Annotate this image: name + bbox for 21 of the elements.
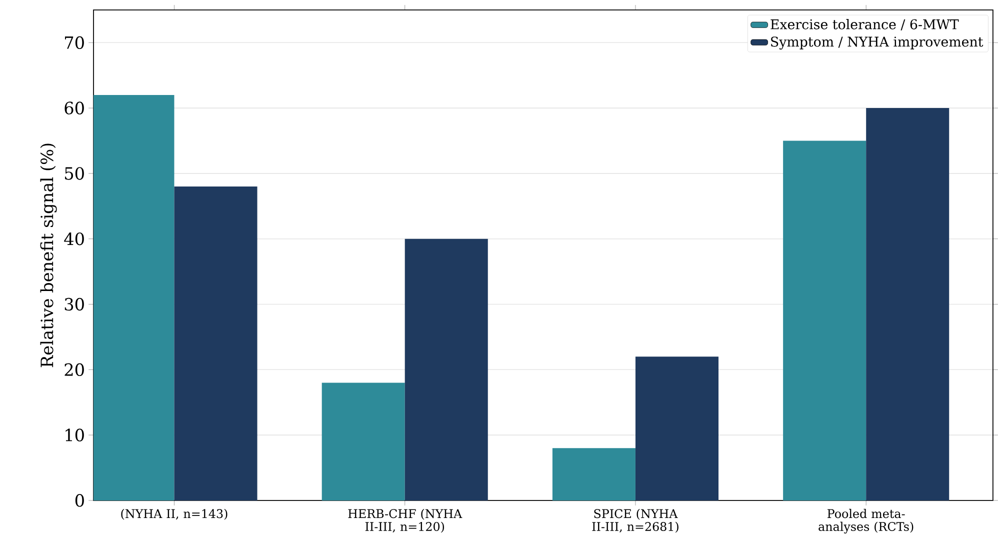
bar xyxy=(866,108,950,500)
bar xyxy=(783,140,866,500)
bar xyxy=(552,448,636,500)
y-tick-label: 10 xyxy=(66,428,84,442)
y-tick-label: 0 xyxy=(75,494,84,507)
bar xyxy=(404,238,488,500)
x-tick-label: SPICE (NYHA II-III, n=2681) xyxy=(592,508,678,533)
x-tick-label: (NYHA II, n=143) xyxy=(121,508,228,520)
x-tick-label: HERB-CHF (NYHA II-III, n=120) xyxy=(348,508,462,533)
x-tick-label: Pooled meta-analyses (RCTs) xyxy=(818,508,914,534)
y-tick-label: 70 xyxy=(65,36,84,49)
bar xyxy=(322,382,405,500)
bar xyxy=(635,356,718,500)
y-tick-label: 40 xyxy=(64,232,84,246)
y-tick-label: 30 xyxy=(64,298,84,311)
y-tick-label: 60 xyxy=(64,102,84,114)
y-tick-label: 50 xyxy=(65,166,84,180)
y-axis-title: Relative benefit signal (%) xyxy=(40,144,57,368)
legend-label: Exercise tolerance / 6-MWT xyxy=(770,18,959,30)
y-tick-label: 20 xyxy=(64,363,84,376)
legend-label: Symptom / NYHA improvement xyxy=(771,36,984,50)
